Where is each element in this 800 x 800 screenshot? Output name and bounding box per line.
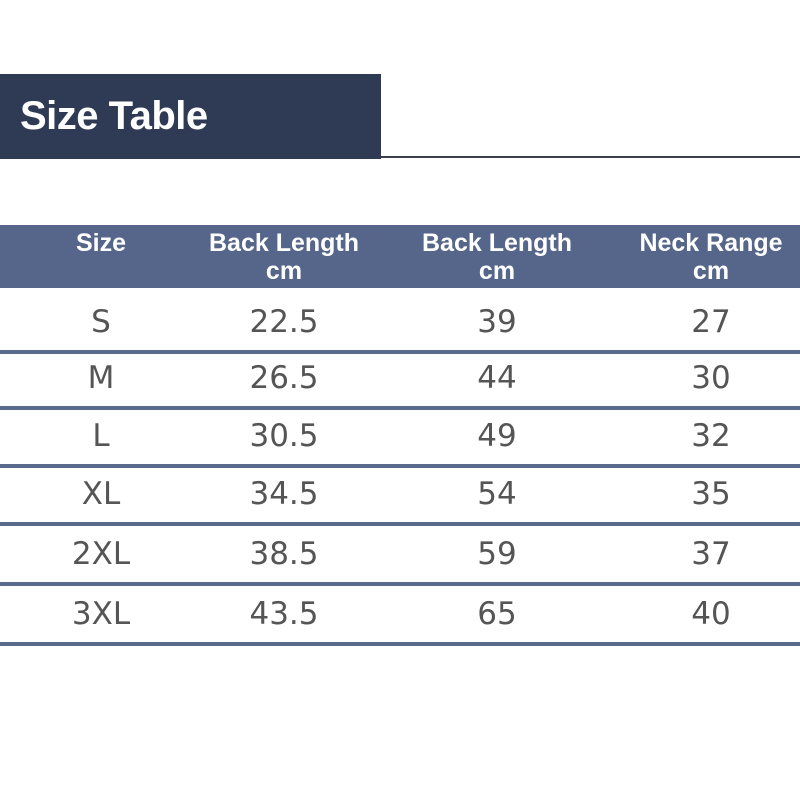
table-row: S 22.5 39 27 [0, 296, 800, 354]
row-separator [0, 522, 800, 526]
row-separator [0, 642, 800, 646]
table-cell: 35 [691, 476, 731, 512]
page-title: Size Table [20, 94, 208, 138]
table-cell: M [87, 360, 115, 396]
title-bar: Size Table [0, 74, 381, 159]
row-separator [0, 406, 800, 410]
table-cell: 30.5 [249, 418, 319, 454]
header-label: Back Length [208, 229, 360, 257]
table-cell: 34.5 [249, 476, 319, 512]
header-label: Back Length [421, 229, 573, 257]
table-cell: XL [81, 476, 121, 512]
row-separator [0, 350, 800, 354]
header-unit: cm [478, 257, 516, 285]
table-row: M 26.5 44 30 [0, 352, 800, 410]
row-separator [0, 464, 800, 468]
table-row: L 30.5 49 32 [0, 410, 800, 468]
table-cell: 65 [477, 596, 517, 632]
header-label: Neck Range [639, 229, 783, 257]
table-cell: 43.5 [249, 596, 319, 632]
table-cell: L [92, 418, 110, 454]
table-cell: 54 [477, 476, 517, 512]
table-header: Size Back Length cm Back Length cm Neck Range… [0, 225, 800, 288]
column-header: Neck Range cm [611, 229, 800, 285]
table-cell: 44 [477, 360, 517, 396]
table-cell: 32 [691, 418, 731, 454]
table-row: 3XL 43.5 65 40 [0, 588, 800, 646]
table-cell: 30 [691, 360, 731, 396]
table-cell: 38.5 [249, 536, 319, 572]
header-label: Size [75, 229, 127, 257]
table-cell: 39 [477, 304, 517, 340]
column-header: Size [1, 229, 201, 257]
table-row: XL 34.5 54 35 [0, 468, 800, 526]
row-separator [0, 582, 800, 586]
table-cell: 27 [691, 304, 731, 340]
table-cell: 2XL [71, 536, 131, 572]
header-unit: cm [692, 257, 730, 285]
table-cell: 49 [477, 418, 517, 454]
table-cell: 26.5 [249, 360, 319, 396]
table-cell: 3XL [71, 596, 131, 632]
header-unit: cm [265, 257, 303, 285]
column-header: Back Length cm [397, 229, 597, 285]
column-header: Back Length cm [184, 229, 384, 285]
title-rule [381, 156, 800, 158]
table-cell: 37 [691, 536, 731, 572]
table-cell: 22.5 [249, 304, 319, 340]
table-cell: S [91, 304, 111, 340]
table-cell: 40 [691, 596, 731, 632]
table-row: 2XL 38.5 59 37 [0, 528, 800, 586]
table-cell: 59 [477, 536, 517, 572]
